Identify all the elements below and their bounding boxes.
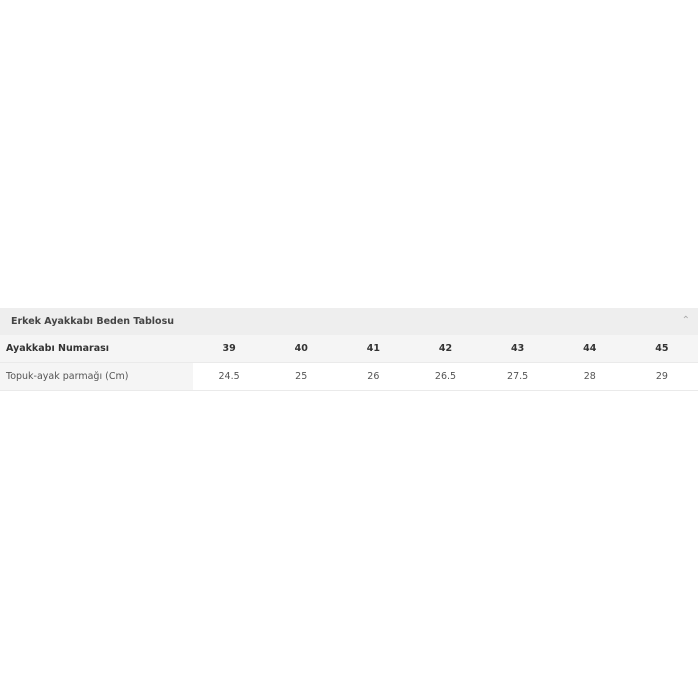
size-chart-panel: Erkek Ayakkabı Beden Tablosu ⌃ Ayakkabı …: [0, 308, 698, 391]
table-cell: 39: [193, 335, 266, 363]
chevron-up-icon[interactable]: ⌃: [681, 315, 690, 326]
row-label: Ayakkabı Numarası: [0, 335, 193, 363]
table-cell: 43: [481, 335, 554, 363]
table-cell: 27.5: [481, 362, 554, 391]
table-row: Ayakkabı Numarası 39 40 41 42 43 44 45: [0, 335, 698, 363]
table-cell: 24.5: [193, 362, 266, 391]
table-cell: 45: [625, 335, 698, 363]
table-cell: 44: [553, 335, 626, 363]
table-cell: 26.5: [409, 362, 482, 391]
size-chart-header[interactable]: Erkek Ayakkabı Beden Tablosu ⌃: [0, 308, 698, 335]
table-cell: 40: [265, 335, 338, 363]
table-cell: 26: [337, 362, 410, 391]
table-cell: 25: [265, 362, 338, 391]
size-chart-title: Erkek Ayakkabı Beden Tablosu: [11, 316, 174, 327]
table-cell: 42: [409, 335, 482, 363]
table-row: Topuk-ayak parmağı (Cm) 24.5 25 26 26.5 …: [0, 362, 698, 391]
table-cell: 29: [625, 362, 698, 391]
row-label: Topuk-ayak parmağı (Cm): [0, 362, 193, 391]
table-cell: 41: [337, 335, 410, 363]
size-table: Ayakkabı Numarası 39 40 41 42 43 44 45 T…: [0, 335, 698, 391]
table-cell: 28: [553, 362, 626, 391]
